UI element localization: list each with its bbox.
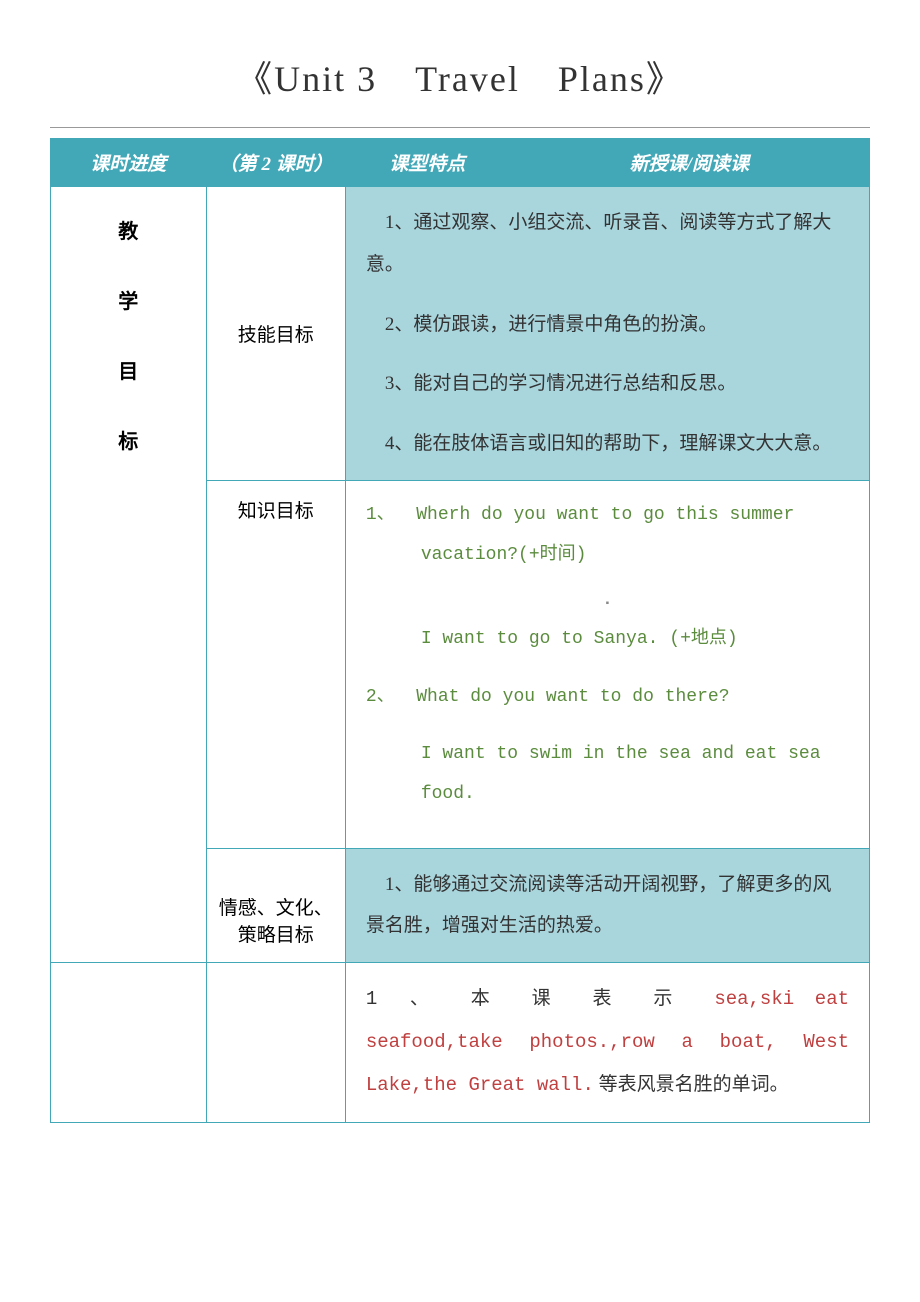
label-char-4: 标 — [51, 407, 206, 477]
emotion-label-line2: 策略目标 — [215, 920, 337, 947]
table-header-row: 课时进度 （第 2 课时） 课型特点 新授课/阅读课 — [51, 139, 870, 187]
knowledge-line-4: I want to swim in the sea and eat sea fo… — [366, 735, 849, 814]
knowledge-line-3: 2、 What do you want to do there? — [366, 678, 849, 718]
skill-goal-label: 技能目标 — [206, 187, 345, 481]
knowledge-line-1: 1、 Wherh do you want to go this summerva… — [366, 496, 849, 575]
table-row: 教 学 目 标 技能目标 1、通过观察、小组交流、听录音、阅读等方式了解大意。 … — [51, 187, 870, 481]
label-char-1: 教 — [51, 197, 206, 267]
header-col-progress: 课时进度 — [51, 139, 207, 187]
knowledge-line-2: I want to go to Sanya. (+地点) — [366, 620, 849, 660]
emotion-goal-content: 1、能够通过交流阅读等活动开阔视野，了解更多的风景名胜，增强对生活的热爱。 — [345, 848, 869, 963]
empty-mid-cell — [206, 963, 345, 1122]
page-title: 《Unit 3 Travel Plans》 — [50, 30, 870, 128]
last-suffix: 等表风景名胜的单词。 — [599, 1074, 789, 1095]
teaching-goal-vertical-label: 教 学 目 标 — [51, 187, 207, 963]
skill-item-2: 2、模仿跟读，进行情景中角色的扮演。 — [366, 304, 849, 346]
knowledge-goal-content: 1、 Wherh do you want to go this summerva… — [345, 480, 869, 848]
last-row-text: 1 、 本 课 表 示 sea,ski eat seafood,take pho… — [366, 978, 849, 1106]
q2-text: What do you want to do there? — [416, 687, 729, 707]
header-col-lesson-type: 课型特点 — [345, 139, 509, 187]
skill-goal-content: 1、通过观察、小组交流、听录音、阅读等方式了解大意。 2、模仿跟读，进行情景中角… — [345, 187, 869, 481]
last-row-content: 1 、 本 课 表 示 sea,ski eat seafood,take pho… — [345, 963, 869, 1122]
skill-item-4: 4、能在肢体语言或旧知的帮助下，理解课文大大意。 — [366, 423, 849, 465]
emotion-goal-label: 情感、文化、 策略目标 — [206, 848, 345, 963]
table-row: 1 、 本 课 表 示 sea,ski eat seafood,take pho… — [51, 963, 870, 1122]
num-2: 2、 — [366, 687, 395, 707]
knowledge-goal-label: 知识目标 — [206, 480, 345, 848]
empty-left-cell — [51, 963, 207, 1122]
emotion-text: 1、能够通过交流阅读等活动开阔视野，了解更多的风景名胜，增强对生活的热爱。 — [366, 864, 849, 948]
last-prefix: 1 、 本 课 表 示 — [366, 988, 715, 1010]
label-char-3: 目 — [51, 337, 206, 407]
header-col-period: （第 2 课时） — [206, 139, 345, 187]
header-col-type-value: 新授课/阅读课 — [509, 139, 869, 187]
emotion-label-line1: 情感、文化、 — [215, 893, 337, 920]
center-dot-icon: ▪ — [366, 593, 849, 615]
label-char-2: 学 — [51, 267, 206, 337]
a1-note: (+地点) — [669, 629, 737, 649]
a1-text: I want to go to Sanya. — [421, 629, 659, 649]
skill-item-3: 3、能对自己的学习情况进行总结和反思。 — [366, 363, 849, 405]
skill-item-1: 1、通过观察、小组交流、听录音、阅读等方式了解大意。 — [366, 202, 849, 286]
lesson-plan-table: 课时进度 （第 2 课时） 课型特点 新授课/阅读课 教 学 目 标 技能目标 … — [50, 138, 870, 1123]
